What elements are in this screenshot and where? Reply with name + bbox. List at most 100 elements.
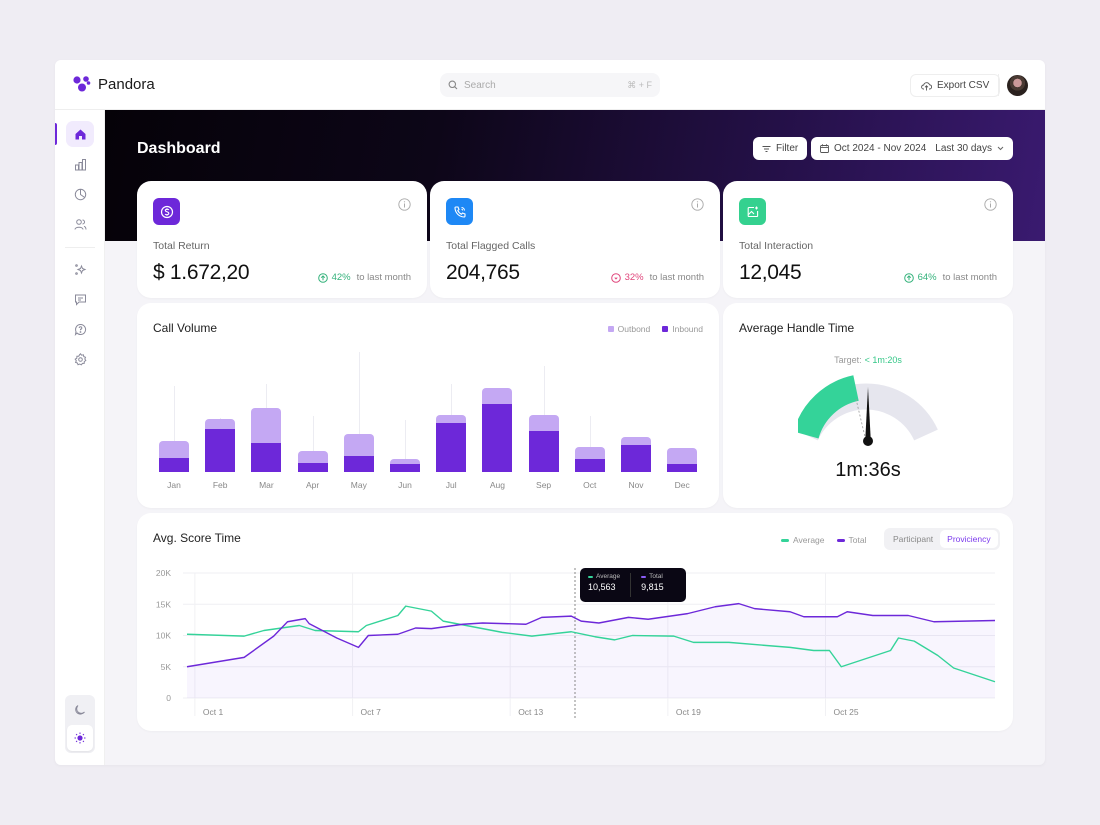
help-chat-icon [74,323,86,336]
info-icon[interactable] [398,198,411,211]
light-mode-button[interactable] [67,725,93,751]
gauge-needle [863,436,873,446]
sidebar-item-home[interactable] [66,121,94,147]
svg-text:Oct 19: Oct 19 [676,707,701,717]
arrow-down-circle-icon [610,272,621,283]
moon-icon [75,705,85,715]
x-axis-label: Aug [489,480,505,490]
chart-legend: Outbond Inbound [607,324,703,334]
stat-value: 12,045 [739,261,802,284]
x-axis-label: Mar [259,480,274,490]
pie-chart-icon [74,188,86,200]
stat-change-suffix: to last month [942,272,997,283]
x-axis-label: Jun [398,480,412,490]
svg-text:Oct 25: Oct 25 [834,707,859,717]
export-label: Export CSV [937,80,990,91]
bar-sep[interactable] [528,415,559,472]
x-axis-label: Jul [445,480,457,490]
calendar-icon [820,144,829,153]
stat-label: Total Flagged Calls [446,240,536,252]
bar-dec[interactable] [667,448,698,472]
bar-feb[interactable] [205,419,236,472]
app-logo[interactable]: Pandora [72,75,155,93]
sidebar-item-messages[interactable] [66,286,94,312]
bar-nov[interactable] [621,437,651,472]
app-name: Pandora [98,75,155,93]
sidebar-item-help[interactable] [66,316,94,342]
bar-oct[interactable] [574,447,605,472]
bar-chart-icon [74,158,86,170]
bar-jul[interactable] [436,415,467,472]
card-title: Avg. Score Time [153,531,241,545]
gauge-target: Target: < 1m:20s [834,355,902,365]
page-title: Dashboard [137,140,221,157]
bar-whisker [174,386,175,441]
users-icon [74,218,86,230]
stat-card-flagged-calls: Total Flagged Calls 204,765 32% to last … [430,181,720,298]
toggle-participant[interactable]: Participant [893,534,934,544]
stat-card-total-return: Total Return $ 1.672,20 42% to last mont… [137,181,427,298]
stat-icon-container [739,198,766,225]
info-icon[interactable] [691,198,704,211]
topbar-divider [998,74,999,96]
stat-icon-container [153,198,180,225]
dark-mode-button[interactable] [67,697,93,723]
bar-mar[interactable] [251,408,282,472]
info-icon[interactable] [984,198,997,211]
stat-icon-container [446,198,473,225]
message-icon [74,294,86,306]
sidebar-item-users[interactable] [66,211,94,237]
top-bar: Pandora Search ⌘ + F Export CSV [55,60,1045,110]
stat-change-value: 32% [624,272,644,283]
svg-text:15K: 15K [156,599,171,609]
x-axis-label: Feb [212,480,228,490]
sidebar-item-analytics[interactable] [66,151,94,177]
theme-toggle[interactable] [65,695,95,753]
x-axis-label: Dec [674,480,690,490]
export-csv-button[interactable]: Export CSV [910,74,1001,97]
call-volume-chart: Jan Feb Mar Apr May Jun Jul Aug Sep Oct Nov Dec [147,343,709,490]
stat-label: Total Return [153,240,210,252]
sun-icon [74,732,86,744]
sidebar-item-ai[interactable] [66,256,94,282]
period-label: Last 30 days [935,143,992,154]
date-range-picker[interactable]: Oct 2024 - Nov 2024 Last 30 days [811,137,1013,160]
toggle-proviciency[interactable]: Proviciency [940,530,998,548]
svg-text:Oct 7: Oct 7 [361,707,382,717]
bar-jan[interactable] [159,441,189,472]
bar-jun[interactable] [390,459,420,472]
stat-value: 204,765 [446,261,520,284]
x-axis-label: Nov [628,480,644,490]
bar-whisker [543,366,545,415]
call-volume-card: Call Volume Outbond Inbound Jan Feb Mar Apr… [137,303,719,508]
search-shortcut: ⌘ + F [627,79,652,90]
stat-change: 32% to last month [610,272,704,283]
bar-may[interactable] [343,434,374,472]
bar-apr[interactable] [297,451,328,472]
bar-whisker [266,384,268,408]
user-avatar[interactable] [1007,75,1028,96]
svg-text:5K: 5K [161,662,172,672]
filter-label: Filter [776,143,799,154]
bar-whisker [589,416,591,447]
stat-value: $ 1.672,20 [153,261,250,284]
phone-icon [453,205,466,218]
svg-text:20K: 20K [156,568,171,578]
filter-button[interactable]: Filter [753,137,808,160]
sidebar-item-reports[interactable] [66,181,94,207]
card-title: Call Volume [153,321,218,335]
bar-aug[interactable] [482,388,513,472]
x-axis-label: Jan [167,480,181,490]
chart-tooltip: Average 10,563 Total 9,815 [580,568,686,602]
svg-text:0: 0 [166,693,171,703]
cloud-upload-icon [921,81,932,90]
search-placeholder: Search [464,79,496,91]
search-input[interactable]: Search ⌘ + F [440,73,660,97]
stat-change-value: 64% [917,272,937,283]
x-axis-label: Apr [305,480,320,490]
image-sparkle-icon [747,206,758,217]
sidebar-item-settings[interactable] [66,346,94,372]
svg-text:10K: 10K [156,631,171,641]
stat-change-suffix: to last month [356,272,411,283]
legend-item-outbond: Outbond [607,324,650,334]
